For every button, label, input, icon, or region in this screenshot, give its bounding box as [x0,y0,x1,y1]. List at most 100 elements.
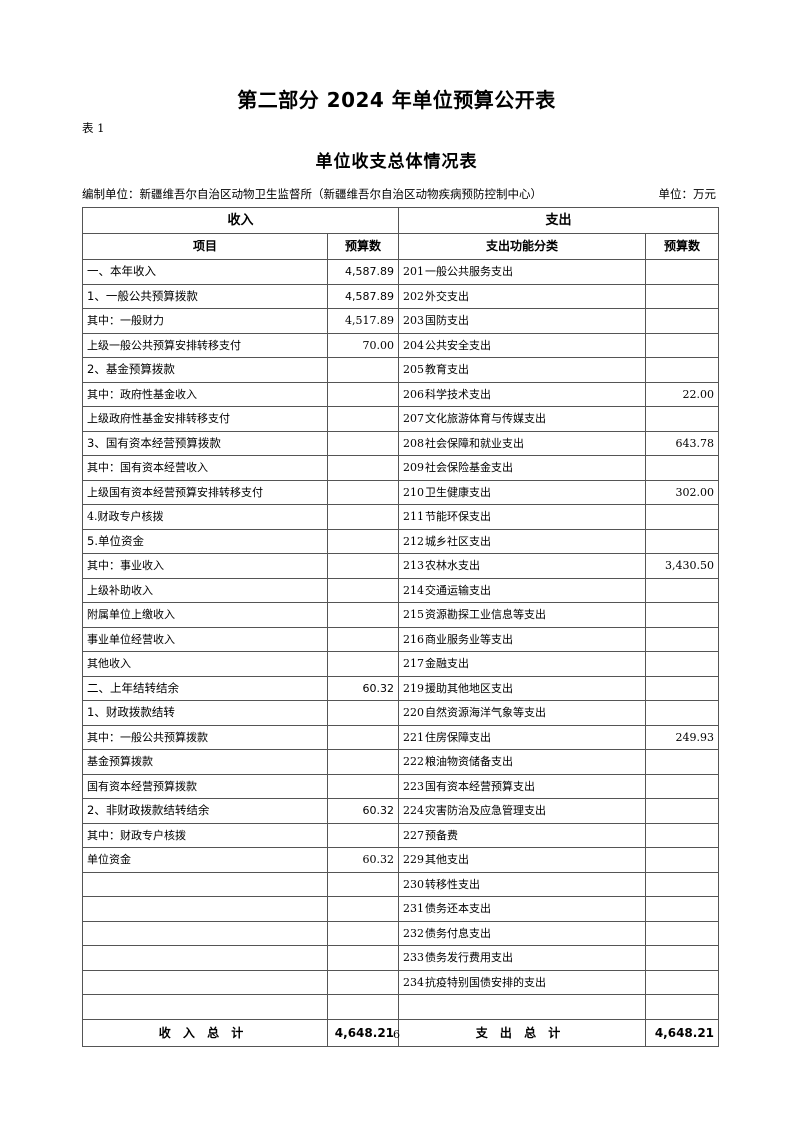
income-item-label [82,994,328,1020]
income-item-label: 2、非财政拨款结转结余 [82,798,328,824]
expenditure-function-cell: 206科学技术支出 [398,381,647,407]
income-item-amount [326,773,400,799]
expenditure-label: 预备费 [425,828,459,842]
table-row: 234抗疫特别国债安排的支出 [82,969,720,995]
table-title: 单位收支总体情况表 [315,152,478,172]
income-item-label: 上级一般公共预算安排转移支付 [82,332,328,358]
income-item-label: 上级政府性基金安排转移支付 [82,406,328,432]
expenditure-amount [645,969,720,995]
table-row: 2、基金预算拨款 205教育支出 [82,357,720,383]
expenditure-label: 社会保险基金支出 [425,461,514,474]
table-row: 1、财政拨款结转 220自然资源海洋气象等支出 [82,700,720,726]
income-item-amount [326,553,400,579]
expenditure-label: 外交支出 [425,289,470,303]
income-item-amount [326,577,400,603]
expenditure-code: 227 [403,828,425,842]
expenditure-code: 211 [403,510,425,523]
income-item-amount: 60.32 [326,798,400,824]
expenditure-amount [645,626,720,652]
expenditure-function-cell: 220自然资源海洋气象等支出 [398,700,647,726]
income-item-amount [326,651,400,677]
expenditure-code: 217 [403,657,425,670]
table-row [82,994,720,1020]
income-item-label [82,871,328,897]
income-item-amount [326,602,400,628]
income-item-amount [326,871,400,897]
income-item-label: 其中：政府性基金收入 [82,381,328,407]
expenditure-amount [645,528,720,554]
income-item-amount: 4,587.89 [326,259,400,285]
expenditure-function-cell: 208社会保障和就业支出 [398,430,647,456]
expenditure-function-cell: 221住房保障支出 [398,724,647,750]
income-item-amount [326,626,400,652]
table-row: 232债务付息支出 [82,920,720,946]
table-row: 230转移性支出 [82,871,720,897]
expenditure-function-cell: 222粮油物资储备支出 [398,749,647,775]
expenditure-function-cell: 201一般公共服务支出 [398,259,647,285]
income-item-label: 其中：事业收入 [82,553,328,579]
expenditure-function-cell: 216商业服务业等支出 [398,626,647,652]
table-row: 单位资金 60.32 229其他支出 [82,847,720,873]
expenditure-function-cell: 204公共安全支出 [398,332,647,358]
income-item-amount [326,479,400,505]
expenditure-label: 转移性支出 [425,877,481,891]
income-item-label: 上级补助收入 [82,577,328,603]
income-item-amount: 70.00 [326,332,400,358]
income-item-label [82,945,328,971]
expenditure-label: 其他支出 [425,853,470,866]
income-item-amount [326,430,400,456]
income-item-amount: 60.32 [326,847,400,873]
expenditure-function-cell: 210卫生健康支出 [398,479,647,505]
income-item-amount [326,945,400,971]
expenditure-amount: 22.00 [645,381,720,407]
expenditure-label: 社会保障和就业支出 [425,436,525,450]
income-item-amount [326,406,400,432]
income-item-label: 二、上年结转结余 [82,675,328,701]
expenditure-label: 商业服务业等支出 [425,632,514,646]
expenditure-code: 204 [403,338,425,352]
income-item-label: 其中：国有资本经营收入 [82,455,328,481]
income-item-label: 基金预算拨款 [82,749,328,775]
expenditure-label: 金融支出 [425,657,470,670]
expenditure-label: 卫生健康支出 [425,485,492,499]
table-row: 其中：一般财力 4,517.89 203国防支出 [82,308,720,334]
income-item-label: 一、本年收入 [82,259,328,285]
expenditure-code: 222 [403,755,425,768]
income-item-amount [326,749,400,775]
expenditure-code: 221 [403,730,425,744]
expenditure-code: 233 [403,951,425,964]
expenditure-function-cell: 223国有资本经营预算支出 [398,773,647,799]
expenditure-amount [645,945,720,971]
expenditure-label: 农林水支出 [425,559,481,572]
income-item-label: 5.单位资金 [82,528,328,554]
table-row: 上级一般公共预算安排转移支付 70.00 204公共安全支出 [82,332,720,358]
expenditure-amount [645,871,720,897]
expenditure-label: 债务还本支出 [425,902,492,915]
income-item-label: 1、一般公共预算拨款 [82,283,328,309]
table-row: 其中：事业收入 213农林水支出 3,430.50 [82,553,720,579]
expenditure-amount [645,847,720,873]
currency-unit-label: 单位：万元 [658,187,717,201]
expenditure-label: 自然资源海洋气象等支出 [425,706,547,719]
expenditure-code: 201 [403,265,425,278]
expenditure-code: 202 [403,289,425,303]
table-row: 231债务还本支出 [82,896,720,922]
table-row: 上级政府性基金安排转移支付 207文化旅游体育与传媒支出 [82,406,720,432]
income-item-label: 上级国有资本经营预算安排转移支付 [82,479,328,505]
income-item-label [82,920,328,946]
expenditure-code: 209 [403,461,425,474]
expenditure-code: 206 [403,387,425,401]
table-row: 其中：一般公共预算拨款 221住房保障支出 249.93 [82,724,720,750]
table-meta-row: 编制单位：新疆维吾尔自治区动物卫生监督所（新疆维吾尔自治区动物疾病预防控制中心）… [82,186,718,202]
expenditure-code: 212 [403,534,425,548]
table-row: 233债务发行费用支出 [82,945,720,971]
expenditure-label: 交通运输支出 [425,583,492,597]
table-row: 一、本年收入 4,587.89 201一般公共服务支出 [82,259,720,285]
income-item-amount [326,700,400,726]
expenditure-amount [645,700,720,726]
income-item-amount [326,822,400,848]
compiling-unit-label: 编制单位：新疆维吾尔自治区动物卫生监督所（新疆维吾尔自治区动物疾病预防控制中心） [82,187,542,201]
expenditure-code: 224 [403,804,425,817]
expenditure-amount [645,994,720,1020]
expenditure-code: 219 [403,681,425,695]
